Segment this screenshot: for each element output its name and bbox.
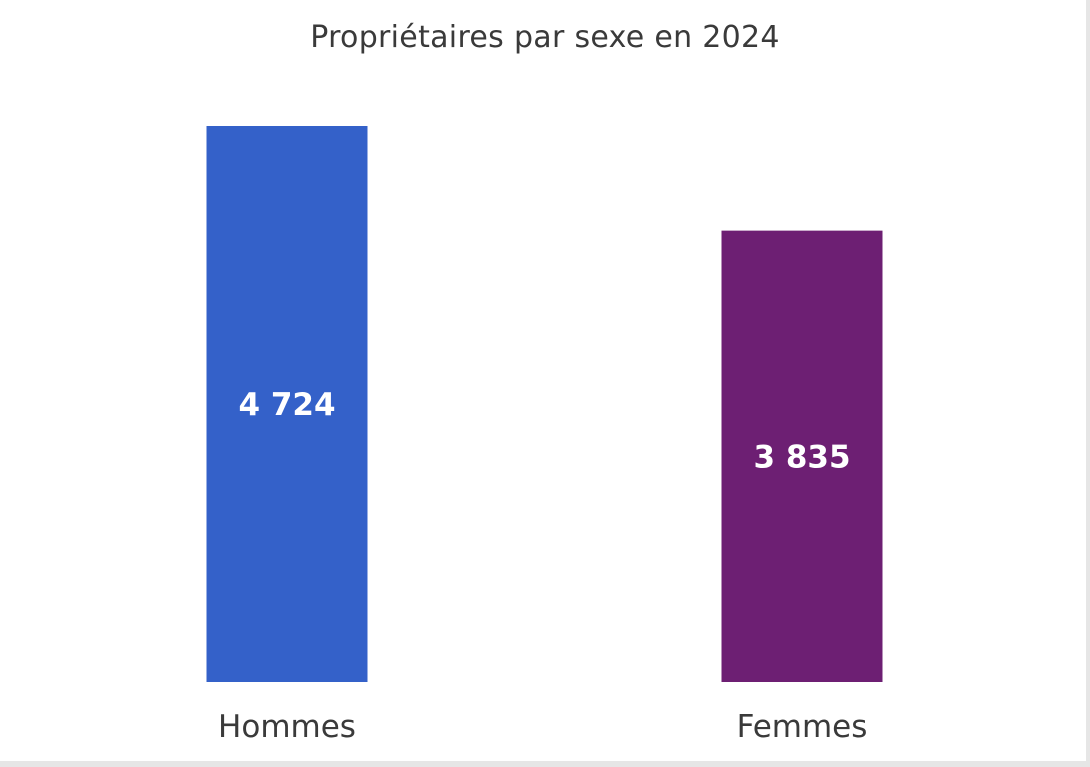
chart-title: Propriétaires par sexe en 2024 [310, 20, 780, 55]
data-label-hommes: 4 724 [238, 387, 335, 423]
category-label-femmes: Femmes [737, 709, 868, 745]
category-label-hommes: Hommes [218, 709, 356, 745]
bar-hommes [206, 126, 368, 682]
bar-femmes [721, 230, 883, 682]
data-label-femmes: 3 835 [753, 439, 850, 475]
